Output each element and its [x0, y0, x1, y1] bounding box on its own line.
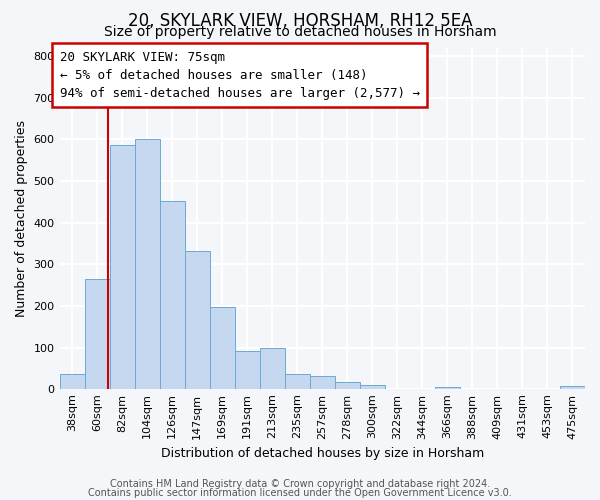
Bar [310, 376, 335, 390]
Bar [360, 385, 385, 390]
Text: 20 SKYLARK VIEW: 75sqm
← 5% of detached houses are smaller (148)
94% of semi-det: 20 SKYLARK VIEW: 75sqm ← 5% of detached … [59, 51, 419, 100]
Bar [85, 279, 110, 390]
Bar [260, 348, 285, 390]
Bar [285, 374, 310, 390]
Text: Contains public sector information licensed under the Open Government Licence v3: Contains public sector information licen… [88, 488, 512, 498]
Text: 20, SKYLARK VIEW, HORSHAM, RH12 5EA: 20, SKYLARK VIEW, HORSHAM, RH12 5EA [128, 12, 472, 30]
Text: Size of property relative to detached houses in Horsham: Size of property relative to detached ho… [104, 25, 496, 39]
X-axis label: Distribution of detached houses by size in Horsham: Distribution of detached houses by size … [161, 447, 484, 460]
Text: Contains HM Land Registry data © Crown copyright and database right 2024.: Contains HM Land Registry data © Crown c… [110, 479, 490, 489]
Bar [335, 382, 360, 390]
Bar [560, 386, 585, 390]
Bar [134, 139, 160, 390]
Bar [59, 374, 85, 390]
Bar [435, 388, 460, 390]
Bar [160, 200, 185, 390]
Y-axis label: Number of detached properties: Number of detached properties [15, 120, 28, 317]
Bar [185, 250, 209, 390]
Bar [235, 351, 260, 390]
Bar [110, 146, 134, 390]
Bar [209, 307, 235, 390]
